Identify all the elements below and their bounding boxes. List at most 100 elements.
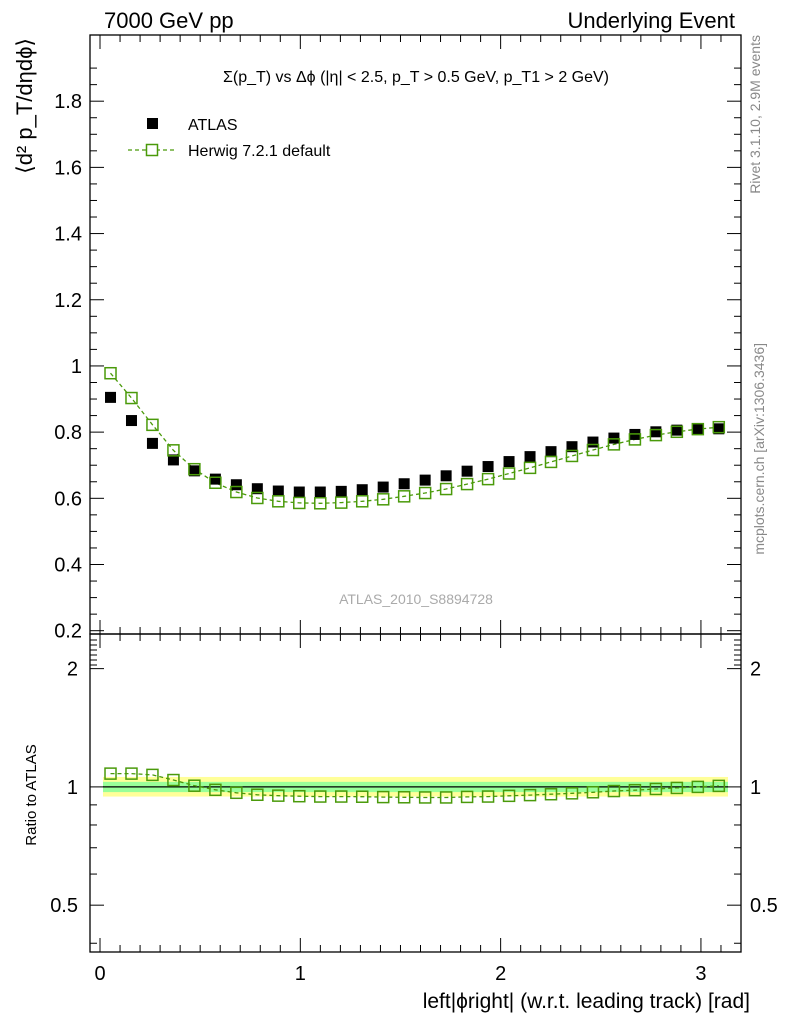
- atlas-point: [608, 432, 620, 444]
- ratio-herwig-point: [502, 789, 516, 803]
- legend-atlas-label: ATLAS: [188, 117, 238, 134]
- main-title: Σ(p_T) vs Δϕ (|η| < 2.5, p_T > 0.5 GeV, …: [223, 69, 609, 86]
- ratio-y-tick-label-left: 2: [67, 659, 78, 681]
- atlas-point: [335, 485, 347, 497]
- legend-atlas-marker: [147, 118, 158, 129]
- ratio-herwig-point: [481, 790, 495, 803]
- legend: ATLAS Herwig 7.2.1 default: [128, 117, 331, 160]
- atlas-point: [272, 485, 284, 497]
- atlas-point: [167, 454, 179, 466]
- x-tick-label: 1: [295, 963, 306, 985]
- ratio-herwig-point: [376, 790, 390, 804]
- atlas-point: [188, 465, 200, 477]
- atlas-point: [293, 486, 305, 498]
- ratio-herwig-point: [272, 789, 285, 802]
- y-tick-label: 1.6: [54, 157, 82, 179]
- atlas-point: [482, 461, 494, 473]
- herwig-line: [110, 372, 719, 504]
- x-tick-label: 0: [94, 963, 105, 985]
- y-tick-label: 0.2: [54, 621, 82, 643]
- ratio-herwig-point: [544, 787, 558, 801]
- herwig-point: [418, 486, 432, 500]
- main-panel: 0.2 0.4 0.6 0.8 1 1.2 1.4 1.6 1.8: [54, 35, 741, 643]
- atlas-point: [314, 486, 326, 498]
- ratio-herwig-point: [460, 790, 474, 804]
- x-tick-label: 3: [695, 963, 706, 985]
- ratio-herwig-point: [188, 779, 201, 792]
- y-tick-label: 0.4: [54, 555, 82, 577]
- atlas-point: [461, 465, 473, 477]
- ratio-panel: 0.5 0.5 1 1 2 2 0 1 2 3: [50, 634, 778, 985]
- ratio-y-tick-label-right: 0.5: [750, 895, 778, 917]
- ratio-herwig-point: [691, 780, 705, 794]
- ratio-plot-frame: [89, 633, 742, 953]
- header-collision: 7000 GeV pp: [104, 8, 234, 33]
- ratio-y-tick-label-left: 1: [67, 777, 78, 799]
- y-tick-label: 0.8: [54, 422, 82, 444]
- ratio-herwig-point: [146, 768, 159, 782]
- ratio-herwig-point: [125, 767, 138, 780]
- herwig-point: [691, 422, 705, 436]
- herwig-point: [314, 497, 327, 510]
- ratio-herwig-point: [397, 791, 411, 804]
- herwig-point: [376, 493, 390, 506]
- atlas-point: [356, 484, 368, 496]
- x-axis-label: left|ϕright| (w.r.t. leading track) [rad…: [423, 990, 750, 1013]
- header-process: Underlying Event: [567, 8, 735, 33]
- atlas-point: [440, 470, 452, 482]
- herwig-point: [188, 462, 201, 476]
- ratio-herwig-point: [314, 790, 327, 803]
- y-tick-label: 1: [71, 356, 82, 378]
- atlas-point: [524, 451, 536, 463]
- herwig-point: [355, 495, 369, 508]
- ratio-y-tick-label-right: 2: [750, 659, 761, 681]
- y-tick-label: 1.2: [54, 290, 82, 312]
- atlas-point: [587, 436, 599, 448]
- herwig-point: [523, 461, 537, 475]
- ratio-y-tick-label-right: 1: [750, 777, 761, 799]
- atlas-point: [671, 424, 683, 436]
- ratio-herwig-point: [418, 791, 432, 804]
- herwig-point: [104, 366, 117, 380]
- atlas-point: [566, 441, 578, 453]
- herwig-point: [481, 472, 495, 486]
- atlas-point: [105, 391, 117, 403]
- herwig-point: [230, 485, 243, 499]
- herwig-point: [167, 444, 180, 457]
- ratio-herwig-point: [104, 767, 117, 780]
- ratio-herwig-point: [586, 786, 600, 799]
- ratio-herwig-point: [670, 781, 684, 795]
- y-tick-label: 0.6: [54, 488, 82, 510]
- herwig-point: [125, 391, 138, 405]
- y-tick-label: 1.8: [54, 91, 82, 113]
- ratio-herwig-point: [293, 789, 306, 803]
- herwig-point: [544, 455, 558, 469]
- ratio-herwig-point: [334, 790, 348, 803]
- ratio-herwig-point: [565, 787, 579, 800]
- herwig-point: [334, 496, 348, 509]
- ratio-herwig-point: [607, 784, 621, 798]
- herwig-point: [565, 449, 579, 463]
- atlas-point: [650, 426, 662, 438]
- atlas-point: [230, 479, 242, 491]
- atlas-point: [209, 473, 221, 485]
- herwig-point: [670, 425, 684, 439]
- herwig-point: [251, 491, 264, 505]
- herwig-point: [397, 490, 411, 503]
- atlas-point: [377, 481, 389, 493]
- herwig-point: [146, 418, 159, 432]
- herwig-point: [209, 476, 222, 490]
- herwig-point: [439, 482, 453, 496]
- main-watermark: ATLAS_2010_S8894728: [339, 591, 493, 607]
- herwig-point: [272, 495, 285, 508]
- herwig-point: [628, 433, 642, 446]
- atlas-point: [545, 446, 557, 458]
- herwig-point: [460, 477, 474, 491]
- ratio-y-tick-label-left: 0.5: [50, 895, 78, 917]
- ratio-herwig-point: [251, 788, 264, 802]
- y-tick-label: 1.4: [54, 224, 82, 246]
- herwig-point: [649, 428, 663, 442]
- ratio-herwig-point: [230, 786, 243, 800]
- atlas-point: [419, 474, 431, 486]
